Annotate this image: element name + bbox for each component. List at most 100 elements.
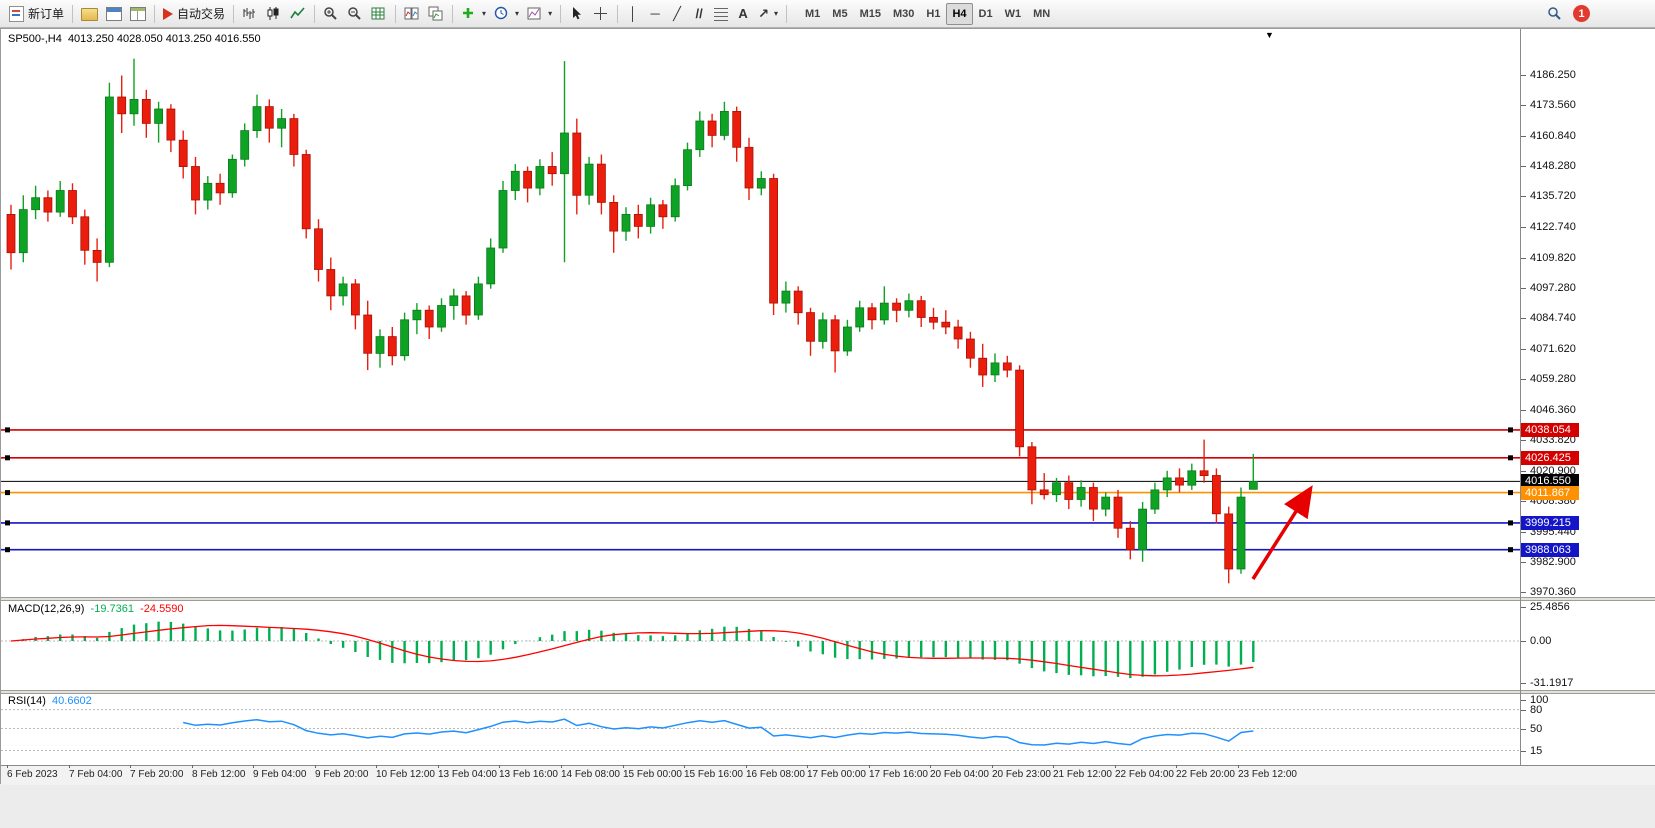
autotrading-label: 自动交易 — [177, 7, 226, 21]
templates-dropdown[interactable]: ▾ — [523, 3, 556, 25]
candlestick-chart[interactable] — [1, 29, 1520, 597]
cursor-icon — [569, 6, 585, 22]
periods-dropdown[interactable]: ▾ — [490, 3, 523, 25]
add-chart-icon — [461, 6, 477, 22]
panel-separator[interactable] — [1, 597, 1655, 601]
navigator-button[interactable] — [102, 3, 126, 25]
macd-indicator-plot[interactable] — [1, 601, 1520, 690]
chevron-down-icon: ▾ — [515, 9, 520, 18]
price-axis[interactable]: 4186.250 4173.560 4160.840 4148.280 4135.720… — [1521, 29, 1655, 598]
terminal-button[interactable] — [126, 3, 150, 25]
fibonacci-tool[interactable] — [710, 3, 732, 25]
rsi-header: RSI(14) 40.6602 — [8, 695, 92, 707]
macd-header: MACD(12,26,9) -19.7361 -24.5590 — [8, 603, 184, 615]
trendline-tool[interactable]: ╱ — [666, 3, 688, 25]
line-chart-button[interactable] — [286, 3, 310, 25]
rsi-label: RSI(14) — [8, 695, 46, 707]
price-tag: 3988.063 — [1521, 543, 1579, 557]
zoom-out-icon — [347, 6, 363, 22]
channel-tool[interactable]: // — [688, 3, 710, 25]
price-axis-border — [1520, 29, 1521, 765]
autotrading-button[interactable]: 自动交易 — [159, 3, 229, 25]
timeframe-w1[interactable]: W1 — [999, 3, 1028, 25]
time-tick: 9 Feb 04:00 — [253, 765, 307, 780]
chart-ohlc-values: 4013.250 4028.050 4013.250 4016.550 — [67, 33, 261, 45]
time-axis[interactable]: 6 Feb 2023 7 Feb 04:00 7 Feb 20:00 8 Feb 12… — [1, 765, 1655, 785]
macd-label: MACD(12,26,9) — [8, 603, 85, 615]
panel-separator[interactable] — [1, 690, 1655, 694]
navigator-icon — [106, 7, 123, 21]
toolbar-separator — [786, 4, 787, 23]
new-chart-dropdown[interactable]: ▾ — [457, 3, 490, 25]
crosshair-icon — [593, 6, 609, 22]
tile-windows-button[interactable] — [400, 3, 424, 25]
chart-window: SP500-,H4 4013.250 4028.050 4013.250 401… — [0, 28, 1655, 785]
timeframe-h4[interactable]: H4 — [946, 2, 973, 25]
horizontal-line-tool[interactable]: ─ — [644, 3, 666, 25]
candlestick-chart-button[interactable] — [262, 3, 286, 25]
timeframe-d1[interactable]: D1 — [973, 3, 999, 25]
text-tool-icon: A — [738, 6, 748, 21]
zoom-in-button[interactable] — [319, 3, 343, 25]
timeframe-m5[interactable]: M5 — [826, 3, 853, 25]
toolbar-separator — [233, 4, 235, 23]
time-tick: 17 Feb 00:00 — [807, 765, 866, 780]
price-tick: 4097.280 — [1521, 282, 1576, 294]
timeframe-m1[interactable]: M1 — [799, 3, 826, 25]
arrow-tool-icon: ↗ — [758, 5, 769, 21]
new-order-button[interactable]: 新订单 — [5, 3, 68, 25]
bar-chart-button[interactable] — [238, 3, 262, 25]
cascade-windows-icon — [428, 6, 444, 22]
time-tick: 20 Feb 04:00 — [930, 765, 989, 780]
horizontal-line-icon: ─ — [650, 6, 660, 21]
channel-icon: // — [695, 6, 703, 21]
timeframe-m30[interactable]: M30 — [887, 3, 920, 25]
timeframe-mn[interactable]: MN — [1027, 3, 1056, 25]
grid-icon — [371, 6, 387, 22]
market-watch-button[interactable] — [77, 3, 102, 25]
toolbar-separator — [72, 4, 74, 23]
time-tick: 15 Feb 00:00 — [623, 765, 682, 780]
vertical-line-tool[interactable]: │ — [622, 3, 644, 25]
price-tag: 4016.550 — [1521, 474, 1579, 488]
price-tag: 4038.054 — [1521, 423, 1579, 437]
cursor-button[interactable] — [565, 3, 589, 25]
time-tick: 13 Feb 16:00 — [499, 765, 558, 780]
time-tick: 8 Feb 12:00 — [192, 765, 246, 780]
rsi-scale-label: 50 — [1521, 723, 1542, 735]
rsi-scale-label: 80 — [1521, 704, 1542, 716]
price-tick: 4122.740 — [1521, 221, 1576, 233]
macd-scale-label: -31.1917 — [1521, 677, 1573, 689]
chart-menu-arrow-icon[interactable]: ▼ — [1265, 30, 1274, 40]
timeframe-h1[interactable]: H1 — [920, 3, 946, 25]
notification-badge[interactable]: 1 — [1573, 5, 1590, 22]
text-tool[interactable]: A — [732, 3, 754, 25]
crosshair-button[interactable] — [589, 3, 613, 25]
cascade-windows-button[interactable] — [424, 3, 448, 25]
zoom-out-button[interactable] — [343, 3, 367, 25]
macd-axis[interactable]: 25.4856 0.00 -31.1917 — [1521, 601, 1655, 690]
chart-symbol-period: SP500-,H4 — [8, 33, 62, 45]
rsi-axis[interactable]: 100 80 50 15 — [1521, 694, 1655, 765]
timeframe-m15[interactable]: M15 — [854, 3, 887, 25]
bar-chart-icon — [242, 6, 258, 22]
time-tick: 15 Feb 16:00 — [684, 765, 743, 780]
arrows-dropdown[interactable]: ↗ ▾ — [754, 3, 782, 25]
time-tick: 13 Feb 04:00 — [438, 765, 497, 780]
new-order-label: 新订单 — [28, 7, 65, 21]
time-tick: 20 Feb 23:00 — [992, 765, 1051, 780]
rsi-indicator-plot[interactable] — [1, 694, 1520, 765]
grid-button[interactable] — [367, 3, 391, 25]
chevron-down-icon: ▾ — [773, 9, 778, 18]
time-tick: 6 Feb 2023 — [7, 765, 58, 780]
macd-main-value: -19.7361 — [90, 603, 134, 615]
time-tick: 16 Feb 08:00 — [746, 765, 805, 780]
template-icon — [527, 6, 543, 22]
price-tick: 4186.250 — [1521, 69, 1576, 81]
time-tick: 10 Feb 12:00 — [376, 765, 435, 780]
time-tick: 22 Feb 04:00 — [1115, 765, 1174, 780]
price-tick: 4033.820 — [1521, 434, 1576, 446]
search-button[interactable] — [1543, 3, 1567, 25]
price-tick: 4160.840 — [1521, 130, 1576, 142]
toolbar-separator — [154, 4, 156, 23]
